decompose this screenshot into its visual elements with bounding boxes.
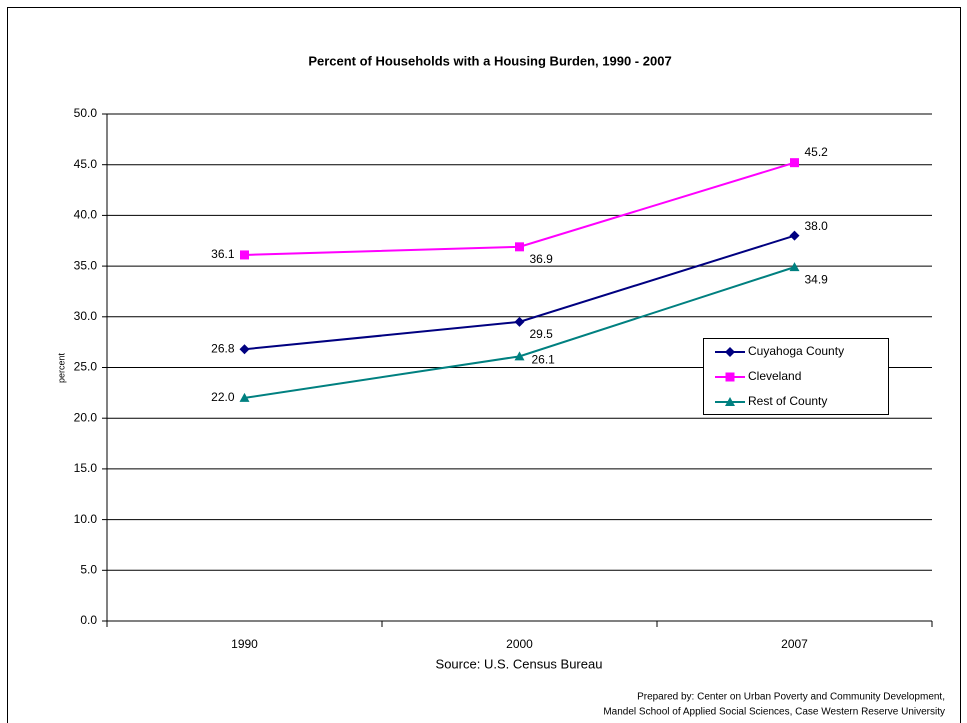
data-label: 29.5 [530,327,554,341]
x-tick-label: 1990 [231,637,258,651]
data-label: 26.8 [211,341,235,355]
data-label: 26.1 [532,353,556,367]
x-tick-label: 2007 [781,637,808,651]
series-line [244,161,795,256]
data-label: 22.0 [211,390,235,404]
y-tick-label: 0.0 [80,613,97,627]
y-tick-label: 50.0 [74,106,98,120]
y-tick-label: 15.0 [74,461,98,475]
marker [789,230,800,241]
legend-label: Cuyahoga County [748,344,844,358]
y-tick-label: 45.0 [74,157,98,171]
y-tick-label: 10.0 [74,512,98,526]
marker [515,242,524,252]
y-tick-label: 30.0 [74,309,98,323]
y-tick-label: 25.0 [74,360,98,374]
y-tick-label: 20.0 [74,410,98,424]
credit: Mandel School of Applied Social Sciences… [603,707,945,718]
marker [725,372,735,382]
source: Source: U.S. Census Bureau [436,656,603,671]
credit: Prepared by: Center on Urban Poverty and… [637,692,945,703]
legend-label: Cleveland [748,369,801,383]
marker [240,250,249,260]
y-tick-label: 40.0 [74,208,98,222]
x-tick-label: 2000 [506,637,533,651]
data-label: 36.1 [211,247,235,261]
y-tick-label: 5.0 [80,562,97,576]
marker [725,397,735,406]
data-label: 38.0 [805,219,829,233]
marker [514,351,525,361]
marker [239,392,250,402]
legend-label: Rest of County [748,394,827,408]
frame [7,7,961,723]
data-label: 34.9 [805,272,829,286]
marker [725,347,735,357]
marker [514,316,525,327]
marker [790,158,799,168]
marker [239,344,250,355]
marker [789,262,800,272]
y-tick-label: 35.0 [74,258,98,272]
y-axis-label: percent [56,352,66,383]
data-label: 45.2 [805,145,829,159]
data-label: 36.9 [530,252,554,266]
chart-title: Percent of Households with a Housing Bur… [308,53,671,68]
